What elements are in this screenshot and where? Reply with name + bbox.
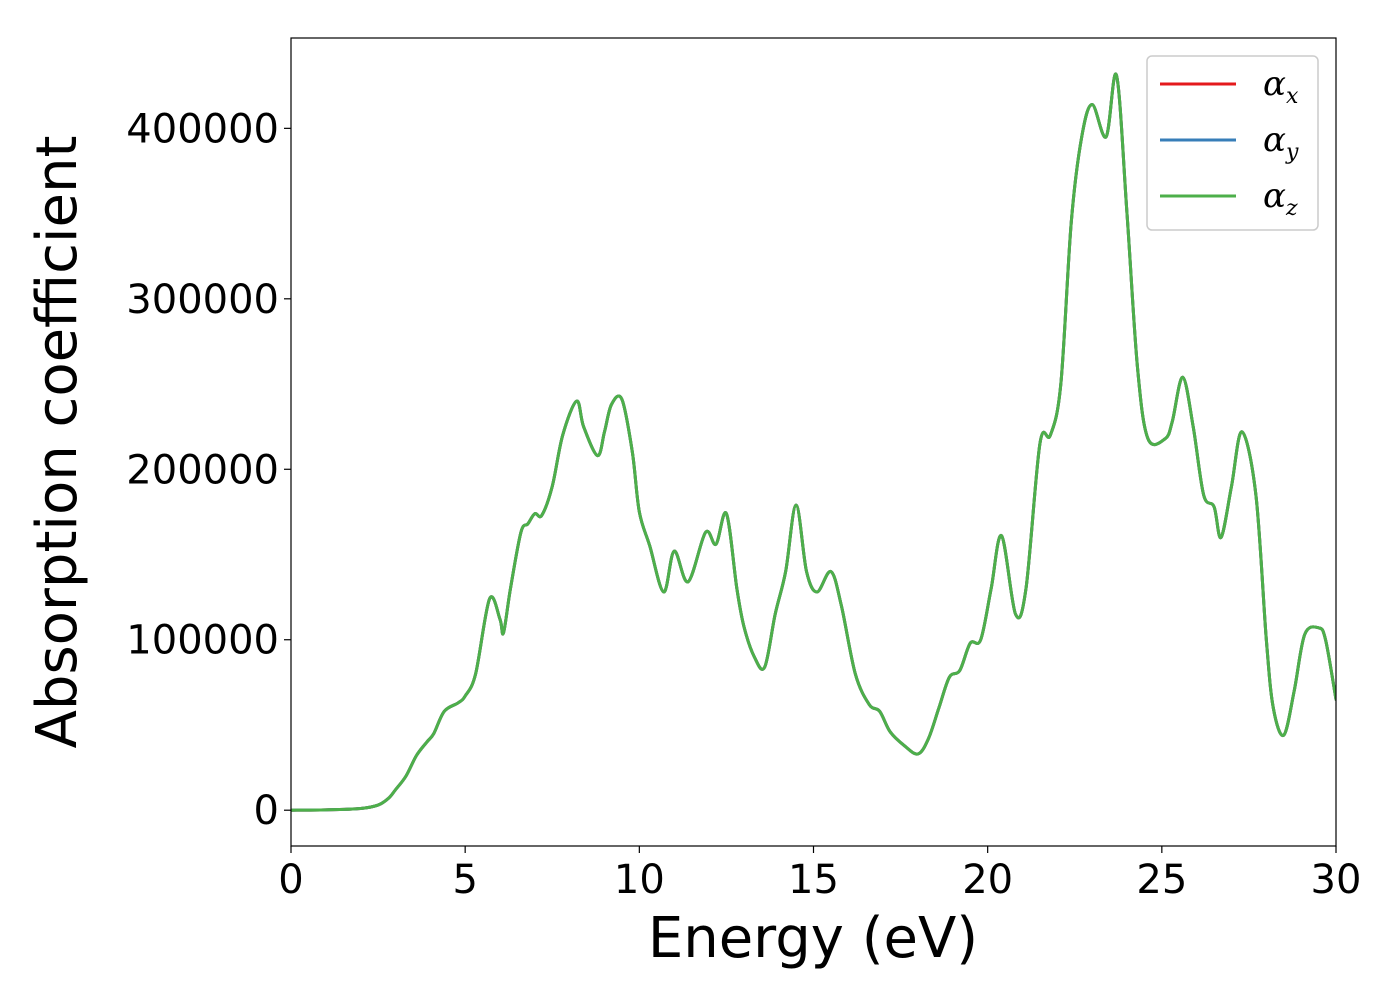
x-tick-label: 5 xyxy=(452,857,477,903)
y-tick-label: 300000 xyxy=(126,277,279,323)
x-tick-label: 15 xyxy=(788,857,839,903)
x-tick-label: 10 xyxy=(614,857,665,903)
legend-label-2: αy xyxy=(1263,120,1299,165)
y-axis-title: Absorption coefficient xyxy=(25,136,90,749)
series-line-3 xyxy=(291,72,1336,812)
legend: αx αy αz xyxy=(1146,55,1319,231)
series-layer xyxy=(291,72,1336,812)
x-tick-label: 0 xyxy=(278,857,303,903)
x-axis-title: Energy (eV) xyxy=(648,906,978,971)
x-tick-label: 30 xyxy=(1311,857,1362,903)
y-axis: 0 100000 200000 300000 400000 xyxy=(126,106,291,834)
x-tick-label: 20 xyxy=(962,857,1013,903)
legend-label-3: αz xyxy=(1263,176,1298,221)
y-tick-label: 100000 xyxy=(126,618,279,664)
y-tick-label: 200000 xyxy=(126,447,279,493)
x-axis: 0 5 10 15 20 25 30 xyxy=(278,846,1361,903)
y-tick-label: 0 xyxy=(254,788,279,834)
legend-box xyxy=(1146,55,1319,231)
legend-label-1: αx xyxy=(1263,64,1299,109)
y-tick-label: 400000 xyxy=(126,106,279,152)
x-tick-label: 25 xyxy=(1136,857,1187,903)
